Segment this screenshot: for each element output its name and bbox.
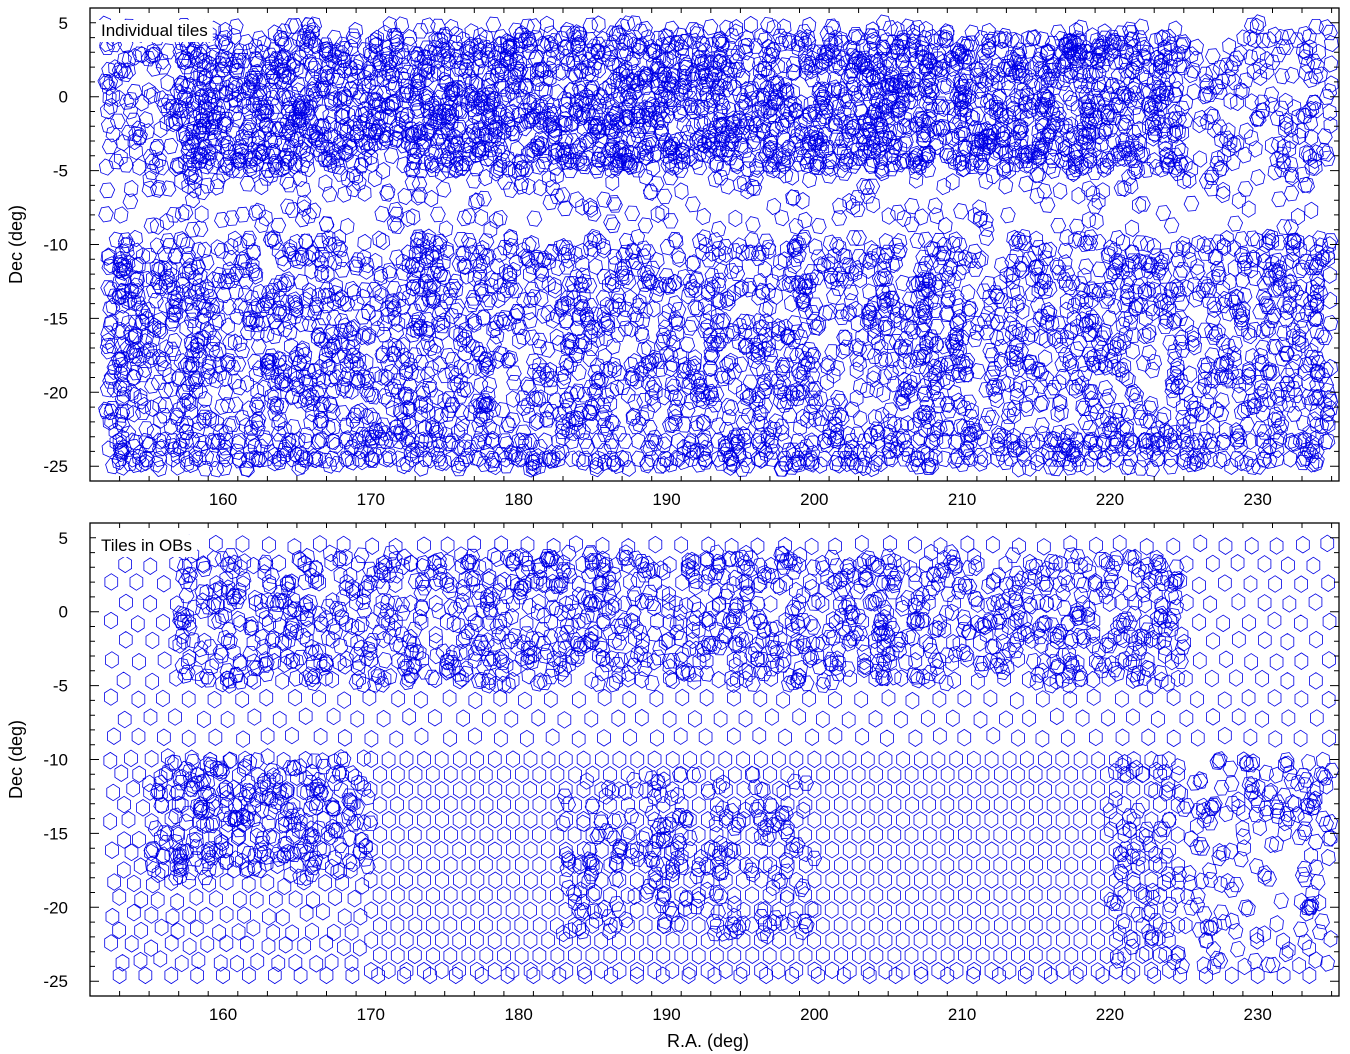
x-tick-label: 230 xyxy=(1244,1005,1272,1024)
x-tick-label: 210 xyxy=(948,1005,976,1024)
x-tick-label: 210 xyxy=(948,490,976,509)
x-tick-label: 190 xyxy=(652,490,680,509)
panel-label-bottom: Tiles in OBs xyxy=(101,536,192,555)
y-tick-label: -25 xyxy=(43,457,68,476)
y-tick-label: -20 xyxy=(43,383,68,402)
y-tick-label: -15 xyxy=(43,824,68,843)
y-tick-label: -20 xyxy=(43,898,68,917)
panel-individual-tiles: 160 170 180 190 200 210 220 230 5 0 -5 -10 -15 -20 -2… xyxy=(6,7,1340,509)
y-tick-label: 0 xyxy=(59,603,68,622)
y-tick-label: -10 xyxy=(43,236,68,255)
tile-outlines-top xyxy=(97,14,1339,478)
x-tick-label: 200 xyxy=(800,1005,828,1024)
y-tick-label: 5 xyxy=(59,529,68,548)
x-tick-label: 160 xyxy=(209,490,237,509)
y-tick-label: -15 xyxy=(43,309,68,328)
x-tick-label: 220 xyxy=(1096,1005,1124,1024)
y-tick-label: -25 xyxy=(43,972,68,991)
x-tick-label: 190 xyxy=(652,1005,680,1024)
x-tick-label: 200 xyxy=(800,490,828,509)
x-tick-label: 170 xyxy=(357,490,385,509)
x-tick-label: 180 xyxy=(505,490,533,509)
x-tick-label: 220 xyxy=(1096,490,1124,509)
x-tick-label: 160 xyxy=(209,1005,237,1024)
y-tick-label: -5 xyxy=(53,677,68,696)
panel-label-bg-bottom xyxy=(96,535,198,557)
y-tick-label: 0 xyxy=(59,88,68,107)
panel-label-bg-top xyxy=(96,20,213,42)
tile-outlines-bottom xyxy=(103,534,1339,985)
x-tick-label: 230 xyxy=(1244,490,1272,509)
axis-ticks-top xyxy=(89,7,1339,482)
x-tick-labels-top: 160 170 180 190 200 210 220 230 xyxy=(209,490,1272,509)
panel-tiles-in-obs: 160 170 180 190 200 210 220 230 5 0 -5 -10 -15 -20 -2… xyxy=(6,522,1340,1024)
x-tick-labels-bottom: 160 170 180 190 200 210 220 230 xyxy=(209,1005,1272,1024)
y-tick-labels-bottom: 5 0 -5 -10 -15 -20 -25 xyxy=(43,529,68,991)
x-axis-title: R.A. (deg) xyxy=(667,1031,749,1051)
y-axis-title-top: Dec (deg) xyxy=(6,205,26,284)
y-tick-labels-top: 5 0 -5 -10 -15 -20 -25 xyxy=(43,14,68,476)
axis-ticks-bottom xyxy=(89,522,1339,997)
y-tick-label: -10 xyxy=(43,751,68,770)
x-tick-label: 170 xyxy=(357,1005,385,1024)
panel-label-top: Individual tiles xyxy=(101,21,208,40)
y-axis-title-bottom: Dec (deg) xyxy=(6,720,26,799)
y-tick-label: 5 xyxy=(59,14,68,33)
y-tick-label: -5 xyxy=(53,162,68,181)
x-tick-label: 180 xyxy=(505,1005,533,1024)
